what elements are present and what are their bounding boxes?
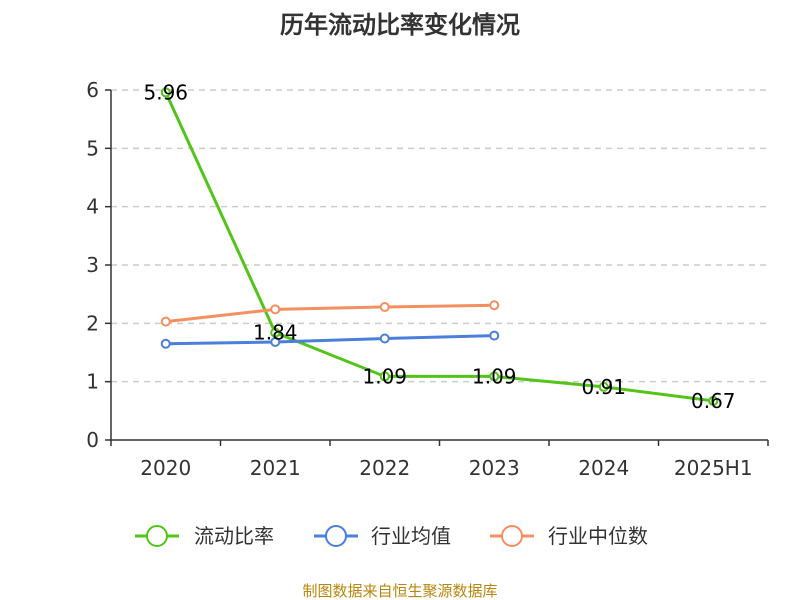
y-tick-label: 0 <box>86 428 99 452</box>
data-point <box>160 316 171 327</box>
x-tick-label: 2023 <box>469 456 520 480</box>
series <box>160 87 719 406</box>
series-line-1 <box>165 334 495 346</box>
data-point <box>489 371 500 382</box>
legend-marker[interactable] <box>146 525 168 547</box>
x-tick-label: 2021 <box>250 456 301 480</box>
data-point <box>489 300 500 311</box>
y-tick-label: 1 <box>86 370 99 394</box>
series-line-0 <box>164 91 714 403</box>
data-label: 0.67 <box>691 389 736 413</box>
data-point <box>270 304 281 315</box>
data-labels: 5.96 1.84 1.09 1.09 0.91 0.67 <box>143 80 735 413</box>
data-point <box>270 327 281 338</box>
y-tick-label: 5 <box>86 136 99 160</box>
source-note: 制图数据来自恒生聚源数据库 <box>302 582 497 600</box>
y-tick-label: 3 <box>86 253 99 277</box>
y-tick-label: 4 <box>86 195 99 219</box>
data-label: 0.91 <box>581 375 626 399</box>
legend-marker[interactable] <box>501 525 523 547</box>
data-point <box>379 302 390 312</box>
x-tick-label: 2020 <box>140 456 191 480</box>
data-point <box>598 381 609 392</box>
legend-label[interactable]: 行业中位数 <box>548 524 648 548</box>
series-line-2 <box>165 303 495 324</box>
data-point <box>489 330 500 341</box>
chart-title: 历年流动比率变化情况 <box>280 11 520 39</box>
data-point <box>379 333 390 344</box>
legend-marker[interactable] <box>325 525 347 547</box>
data-label: 5.96 <box>143 80 188 104</box>
x-tick-label: 2025H1 <box>674 456 753 480</box>
legend-label[interactable]: 流动比率 <box>194 524 274 548</box>
y-tick-label: 6 <box>86 78 99 102</box>
legend-label[interactable]: 行业均值 <box>371 524 451 548</box>
data-label: 1.09 <box>472 364 517 388</box>
data-point <box>160 87 171 98</box>
data-point <box>708 395 719 406</box>
legend[interactable]: 流动比率 行业均值 行业中位数 <box>135 524 648 548</box>
y-tick-label: 2 <box>86 311 99 335</box>
x-tick-label: 2024 <box>578 456 629 480</box>
x-tick-label: 2022 <box>359 456 410 480</box>
data-point <box>379 371 390 382</box>
axes: 0 1 2 3 4 5 6 2020 2021 2022 2023 2024 2025H1 <box>86 78 769 480</box>
data-point <box>160 338 171 349</box>
data-label: 1.84 <box>253 321 298 345</box>
data-label: 1.09 <box>362 364 407 388</box>
data-point <box>270 337 281 347</box>
